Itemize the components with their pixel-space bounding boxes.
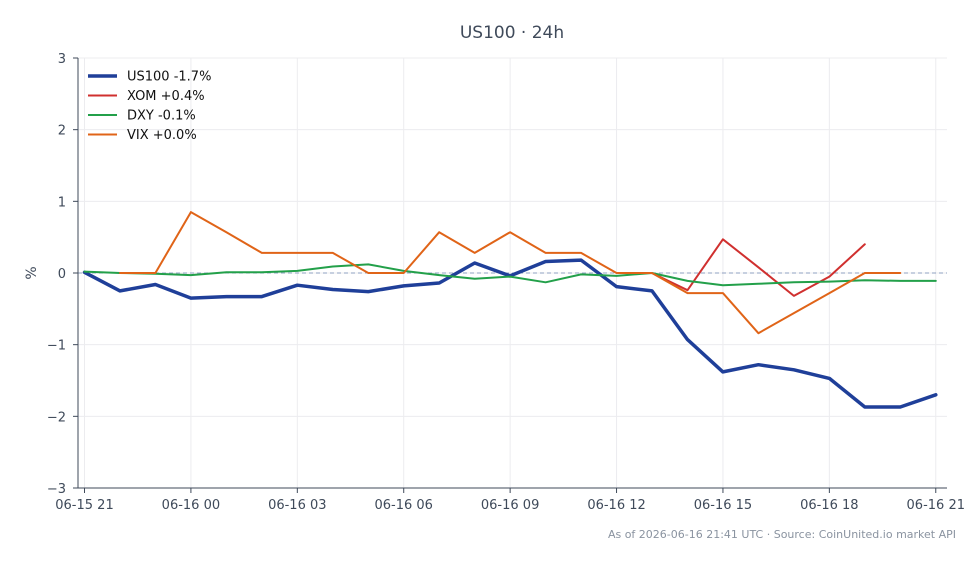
legend-label-3: VIX +0.0% [127,128,197,143]
series-line-1 [651,238,866,297]
y-tick-label-0: −3 [47,482,66,497]
x-tick-label-6: 06-16 15 [694,498,752,513]
y-tick-label-2: −1 [47,339,66,354]
y-tick-label-4: 1 [58,195,66,210]
x-tick-label-0: 06-15 21 [55,498,113,513]
y-tick-label-6: 3 [58,52,66,67]
x-tick-label-1: 06-16 00 [162,498,220,513]
x-tick-label-2: 06-16 03 [268,498,326,513]
legend-label-2: DXY -0.1% [127,109,196,124]
x-tick-label-5: 06-16 12 [587,498,645,513]
series-line-3 [119,211,902,335]
legend: US100 -1.7% XOM +0.4% DXY -0.1% VIX +0.0% [88,70,211,143]
series-group [82,211,938,409]
x-tick-label-8: 06-16 21 [907,498,965,513]
series-line-2 [83,263,937,287]
x-axis-ticks: 06-15 21 06-16 00 06-16 03 06-16 06 06-16 09… [55,488,965,513]
y-axis-ticks: −3 −2 −1 0 1 2 3 [47,52,78,497]
legend-label-1: XOM +0.4% [127,89,205,104]
y-tick-label-5: 2 [58,124,66,139]
chart-title: US100 · 24h [460,23,564,43]
legend-label-0: US100 -1.7% [127,70,211,85]
footer-source: As of 2026-06-16 21:41 UTC · Source: Coi… [608,528,956,541]
y-axis-label: % [24,266,40,279]
x-tick-label-3: 06-16 06 [374,498,432,513]
x-tick-label-7: 06-16 18 [800,498,858,513]
y-tick-label-3: 0 [58,267,66,282]
x-tick-label-4: 06-16 09 [481,498,539,513]
y-tick-label-1: −2 [47,410,66,425]
